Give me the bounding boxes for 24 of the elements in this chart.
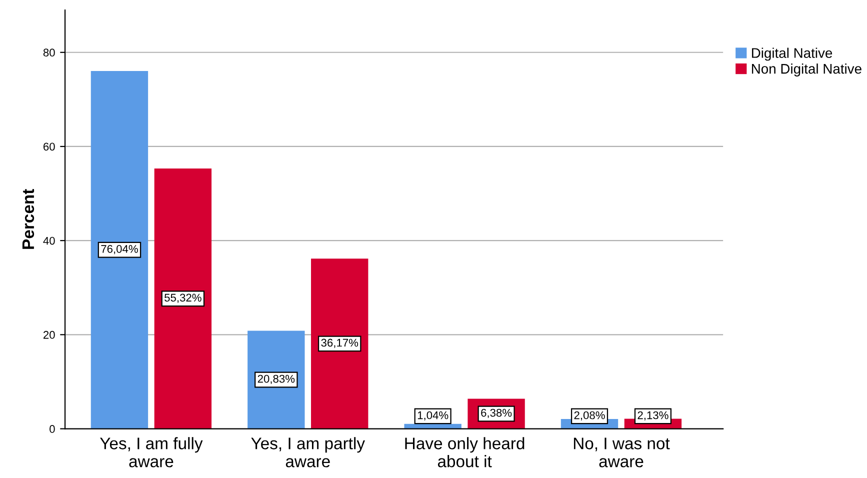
y-axis-title: Percent bbox=[22, 189, 34, 249]
x-tick-label: Yes, I am fully aware bbox=[100, 437, 203, 468]
y-tick-label: 80 bbox=[43, 48, 55, 57]
legend-label: Non Digital Native bbox=[752, 64, 862, 76]
y-tick-label: 20 bbox=[44, 330, 55, 339]
data-label: 76,04% bbox=[101, 245, 138, 254]
bar bbox=[248, 330, 305, 429]
bar bbox=[154, 168, 212, 429]
data-label: 6,38% bbox=[481, 408, 512, 418]
data-label: 36,17% bbox=[321, 338, 358, 348]
data-label: 1,04% bbox=[418, 411, 448, 420]
data-label: 20,83% bbox=[258, 374, 295, 384]
legend-label: Digital Native bbox=[752, 48, 832, 61]
y-tick-label: 40 bbox=[43, 236, 55, 245]
data-label: 55,32% bbox=[164, 294, 202, 303]
bar bbox=[90, 71, 148, 429]
x-tick-label: Have only heard about it bbox=[405, 437, 524, 468]
x-tick-label: No, I was not aware bbox=[574, 438, 670, 468]
y-tick-label: 0 bbox=[50, 425, 55, 433]
x-tick-label: Yes, I am partly aware bbox=[251, 437, 365, 468]
bar bbox=[311, 258, 368, 429]
y-tick-label: 60 bbox=[44, 142, 55, 151]
data-label: 2,08% bbox=[574, 411, 605, 420]
data-label: 2,13% bbox=[638, 411, 668, 420]
